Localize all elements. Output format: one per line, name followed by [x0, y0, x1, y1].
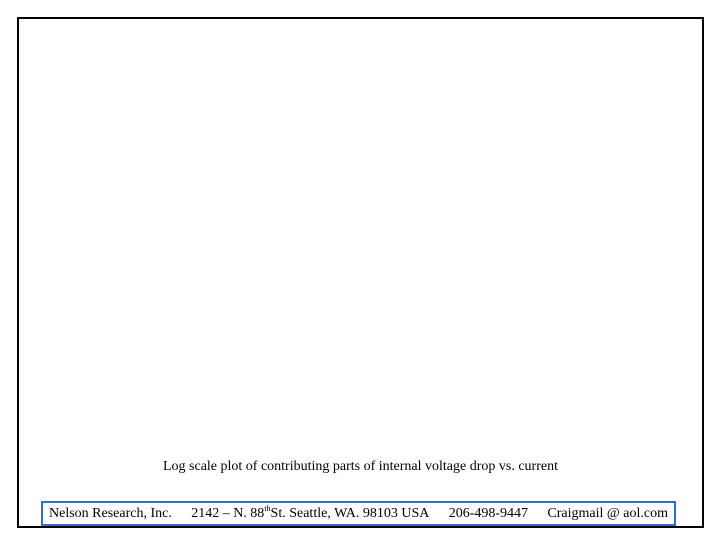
- address: 2142 – N. 88th St. Seattle, WA. 98103 US…: [191, 503, 430, 521]
- address-prefix: 2142 – N. 88: [191, 505, 265, 521]
- email-address: Craigmail @ aol.com: [547, 505, 668, 521]
- company-name: Nelson Research, Inc.: [49, 505, 172, 521]
- slide-frame: Log scale plot of contributing parts of …: [17, 17, 704, 528]
- address-suffix: St. Seattle, WA. 98103 USA: [270, 505, 430, 521]
- phone-number: 206-498-9447: [448, 505, 529, 521]
- footer-bar: Nelson Research, Inc. 2142 – N. 88th St.…: [41, 501, 676, 526]
- slide-caption: Log scale plot of contributing parts of …: [162, 459, 558, 474]
